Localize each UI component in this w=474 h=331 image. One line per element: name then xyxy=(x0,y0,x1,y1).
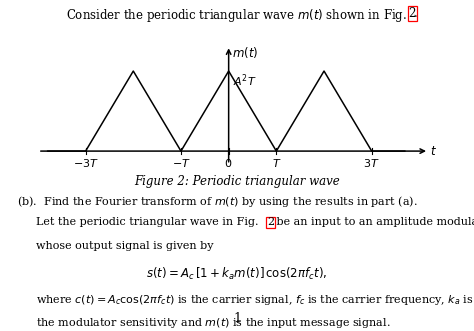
Text: $A^2T$: $A^2T$ xyxy=(233,72,257,89)
Text: $m(t)$: $m(t)$ xyxy=(231,45,258,60)
Text: the modulator sensitivity and $m(t)$ is the input message signal.: the modulator sensitivity and $m(t)$ is … xyxy=(36,316,390,330)
Text: $3T$: $3T$ xyxy=(364,157,380,169)
Text: 2: 2 xyxy=(267,217,274,227)
Text: (b).  Find the Fourier transform of $m(t)$ by using the results in part (a).: (b). Find the Fourier transform of $m(t)… xyxy=(17,194,417,209)
Text: 1: 1 xyxy=(233,312,241,325)
Text: Let the periodic triangular wave in Fig.: Let the periodic triangular wave in Fig. xyxy=(36,217,262,227)
Text: .: . xyxy=(414,7,418,20)
Text: Consider the periodic triangular wave $m(t)$ shown in Fig.: Consider the periodic triangular wave $m… xyxy=(66,7,408,24)
Text: $-T$: $-T$ xyxy=(172,157,191,169)
Text: $t$: $t$ xyxy=(430,145,438,158)
Text: 2: 2 xyxy=(409,7,416,20)
Text: be an input to an amplitude modulator: be an input to an amplitude modulator xyxy=(273,217,474,227)
Text: $s(t) = A_c\,[1 + k_a m(t)]\,\cos(2\pi f_c t),$: $s(t) = A_c\,[1 + k_a m(t)]\,\cos(2\pi f… xyxy=(146,266,328,282)
Text: whose output signal is given by: whose output signal is given by xyxy=(36,241,213,251)
Text: Figure 2: Periodic triangular wave: Figure 2: Periodic triangular wave xyxy=(134,175,340,188)
Text: where $c(t) = A_c\cos(2\pi f_c t)$ is the carrier signal, $f_c$ is the carrier f: where $c(t) = A_c\cos(2\pi f_c t)$ is th… xyxy=(36,293,473,307)
Text: $-3T$: $-3T$ xyxy=(73,157,99,169)
Text: $0$: $0$ xyxy=(225,157,233,169)
Text: $T$: $T$ xyxy=(272,157,281,169)
